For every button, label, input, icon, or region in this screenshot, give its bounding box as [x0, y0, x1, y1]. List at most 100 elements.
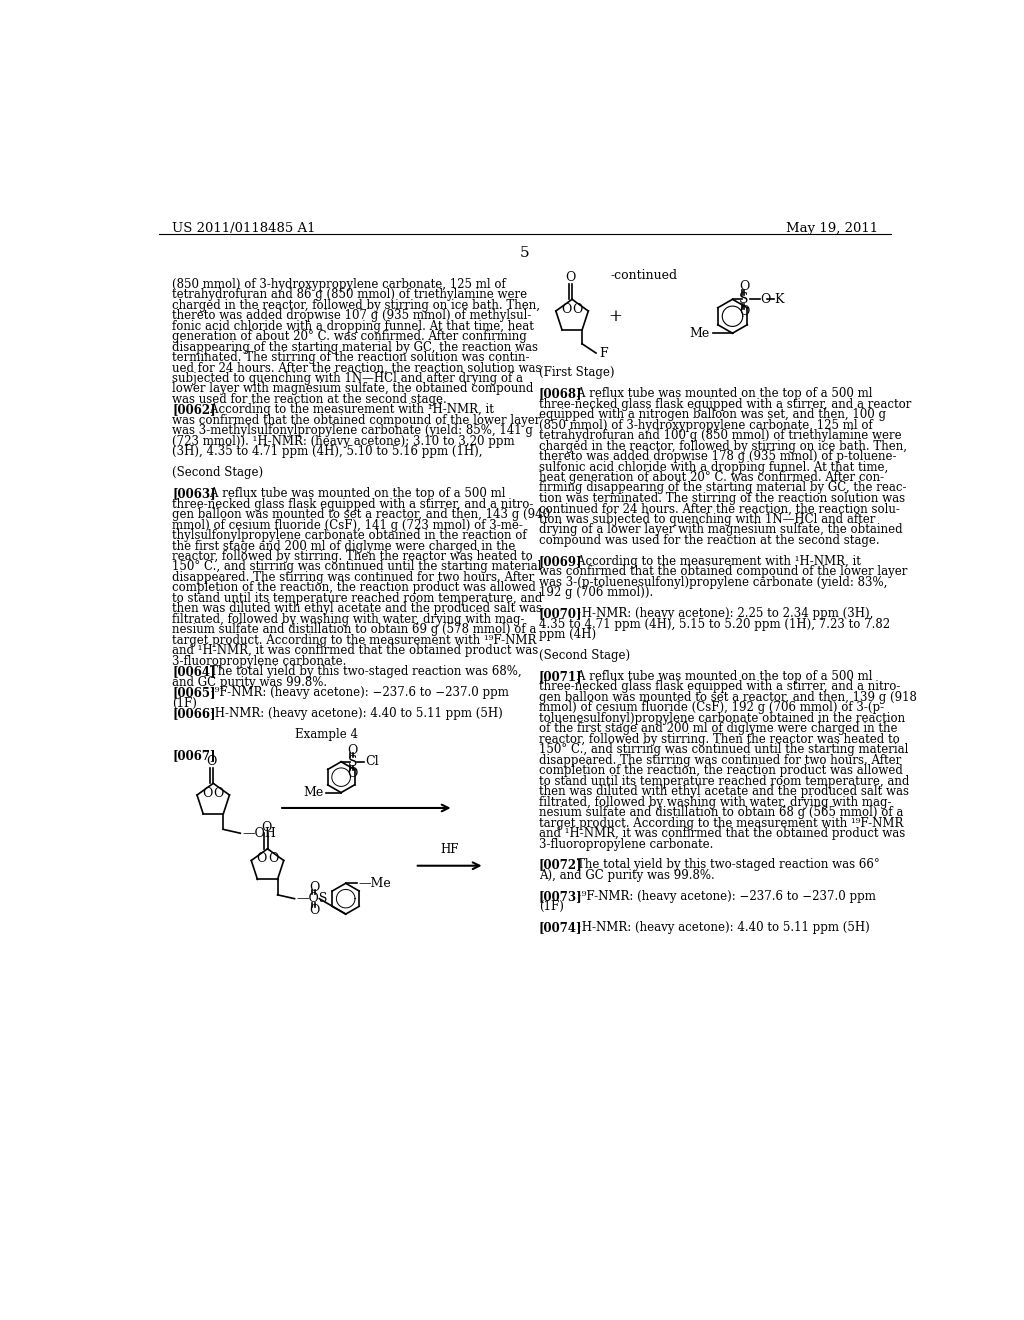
- Text: The total yield by this two-staged reaction was 66°: The total yield by this two-staged react…: [562, 858, 880, 871]
- Text: 150° C., and stirring was continued until the starting material: 150° C., and stirring was continued unti…: [172, 561, 542, 573]
- Text: filtrated, followed by washing with water, drying with mag-: filtrated, followed by washing with wate…: [539, 796, 891, 809]
- Text: A reflux tube was mounted on the top of a 500 ml: A reflux tube was mounted on the top of …: [196, 487, 506, 500]
- Text: and ¹H-NMR, it was confirmed that the obtained product was: and ¹H-NMR, it was confirmed that the ob…: [172, 644, 539, 657]
- Text: 150° C., and stirring was continued until the starting material: 150° C., and stirring was continued unti…: [539, 743, 908, 756]
- Text: O: O: [347, 743, 358, 756]
- Text: (Second Stage): (Second Stage): [539, 649, 630, 663]
- Text: ¹H-NMR: (heavy acetone): 4.40 to 5.11 ppm (5H): ¹H-NMR: (heavy acetone): 4.40 to 5.11 pp…: [196, 708, 503, 721]
- Text: —OS: —OS: [297, 892, 329, 906]
- Text: S: S: [348, 755, 357, 768]
- Text: completion of the reaction, the reaction product was allowed: completion of the reaction, the reaction…: [172, 581, 536, 594]
- Text: O: O: [565, 271, 575, 284]
- Text: Me: Me: [304, 787, 324, 799]
- Text: [0068]: [0068]: [539, 387, 583, 400]
- Text: [0066]: [0066]: [172, 708, 216, 721]
- Text: ¹⁹F-NMR: (heavy acetone): −237.6 to −237.0 ppm: ¹⁹F-NMR: (heavy acetone): −237.6 to −237…: [562, 890, 876, 903]
- Text: was 3-methylsulfonylpropylene carbonate (yield: 85%, 141 g: was 3-methylsulfonylpropylene carbonate …: [172, 424, 534, 437]
- Text: ¹⁹F-NMR: (heavy acetone): −237.6 to −237.0 ppm: ¹⁹F-NMR: (heavy acetone): −237.6 to −237…: [196, 686, 509, 700]
- Text: O: O: [561, 304, 571, 315]
- Text: The total yield by this two-staged reaction was 68%,: The total yield by this two-staged react…: [196, 665, 522, 678]
- Text: drying of a lower layer with magnesium sulfate, the obtained: drying of a lower layer with magnesium s…: [539, 524, 902, 536]
- Text: May 19, 2011: May 19, 2011: [786, 222, 879, 235]
- Text: Example 4: Example 4: [295, 729, 358, 741]
- Text: equipped with a nitrogen balloon was set, and then, 100 g: equipped with a nitrogen balloon was set…: [539, 408, 886, 421]
- Text: O: O: [739, 305, 750, 318]
- Text: tetrahydrofuran and 86 g (850 mmol) of triethylamine were: tetrahydrofuran and 86 g (850 mmol) of t…: [172, 288, 527, 301]
- Text: ued for 24 hours. After the reaction, the reaction solution was: ued for 24 hours. After the reaction, th…: [172, 362, 542, 375]
- Text: of the first stage and 200 ml of diglyme were charged in the: of the first stage and 200 ml of diglyme…: [539, 722, 897, 735]
- Text: —Me: —Me: [358, 876, 391, 890]
- Text: +: +: [608, 308, 622, 325]
- Text: [0067]: [0067]: [172, 748, 216, 762]
- Text: fonic acid chloride with a dropping funnel. At that time, heat: fonic acid chloride with a dropping funn…: [172, 319, 535, 333]
- Text: A reflux tube was mounted on the top of a 500 ml: A reflux tube was mounted on the top of …: [562, 671, 872, 682]
- Text: O: O: [572, 304, 583, 315]
- Text: was confirmed that the obtained compound of the lower layer: was confirmed that the obtained compound…: [172, 414, 541, 426]
- Text: (723 mmol)). ¹H-NMR: (heavy acetone): 3.10 to 3.20 ppm: (723 mmol)). ¹H-NMR: (heavy acetone): 3.…: [172, 434, 515, 447]
- Text: then was diluted with ethyl acetate and the produced salt was: then was diluted with ethyl acetate and …: [539, 785, 908, 799]
- Text: (3H), 4.35 to 4.71 ppm (4H), 5.10 to 5.16 ppm (1H),: (3H), 4.35 to 4.71 ppm (4H), 5.10 to 5.1…: [172, 445, 482, 458]
- Text: was confirmed that the obtained compound of the lower layer: was confirmed that the obtained compound…: [539, 565, 907, 578]
- Text: (850 mmol) of 3-hydroxypropylene carbonate, 125 ml of: (850 mmol) of 3-hydroxypropylene carbona…: [539, 418, 872, 432]
- Text: ¹H-NMR: (heavy acetone): 2.25 to 2.34 ppm (3H),: ¹H-NMR: (heavy acetone): 2.25 to 2.34 pp…: [562, 607, 873, 620]
- Text: disappearing of the starting material by GC, the reaction was: disappearing of the starting material by…: [172, 341, 539, 354]
- Text: A), and GC purity was 99.8%.: A), and GC purity was 99.8%.: [539, 869, 715, 882]
- Text: -continued: -continued: [611, 268, 678, 281]
- Text: compound was used for the reaction at the second stage.: compound was used for the reaction at th…: [539, 533, 880, 546]
- Text: [0073]: [0073]: [539, 890, 583, 903]
- Text: target product. According to the measurement with ¹⁹F-NMR: target product. According to the measure…: [172, 634, 537, 647]
- Text: [0074]: [0074]: [539, 921, 583, 935]
- Text: and GC purity was 99.8%.: and GC purity was 99.8%.: [172, 676, 328, 689]
- Text: three-necked glass flask equipped with a stirrer, and a reactor: three-necked glass flask equipped with a…: [539, 397, 911, 411]
- Text: thylsulfonylpropylene carbonate obtained in the reaction of: thylsulfonylpropylene carbonate obtained…: [172, 529, 526, 543]
- Text: 5: 5: [520, 246, 529, 260]
- Text: 192 g (706 mmol)).: 192 g (706 mmol)).: [539, 586, 653, 599]
- Text: was used for the reaction at the second stage.: was used for the reaction at the second …: [172, 393, 446, 407]
- Text: three-necked glass flask equipped with a stirrer, and a nitro-: three-necked glass flask equipped with a…: [172, 498, 534, 511]
- Text: thereto was added dropwise 178 g (935 mmol) of p-toluene-: thereto was added dropwise 178 g (935 mm…: [539, 450, 896, 463]
- Text: Cl: Cl: [366, 755, 379, 768]
- Text: to stand until its temperature reached room temperature, and: to stand until its temperature reached r…: [539, 775, 909, 788]
- Text: A reflux tube was mounted on the top of a 500 ml: A reflux tube was mounted on the top of …: [562, 387, 872, 400]
- Text: target product. According to the measurement with ¹⁹F-NMR: target product. According to the measure…: [539, 817, 903, 829]
- Text: 3-fluoropropylene carbonate.: 3-fluoropropylene carbonate.: [172, 655, 346, 668]
- Text: charged in the reactor, followed by stirring on ice bath. Then,: charged in the reactor, followed by stir…: [172, 298, 541, 312]
- Text: reactor, followed by stirring. Then the reactor was heated to: reactor, followed by stirring. Then the …: [539, 733, 899, 746]
- Text: gen balloon was mounted to set a reactor, and then, 139 g (918: gen balloon was mounted to set a reactor…: [539, 690, 916, 704]
- Text: 4.35 to 4.71 ppm (4H), 5.15 to 5.20 ppm (1H), 7.23 to 7.82: 4.35 to 4.71 ppm (4H), 5.15 to 5.20 ppm …: [539, 618, 890, 631]
- Text: mmol) of cesium fluoride (CsF), 141 g (723 mmol) of 3-me-: mmol) of cesium fluoride (CsF), 141 g (7…: [172, 519, 523, 532]
- Text: nesium sulfate and distillation to obtain 69 g (578 mmol) of a: nesium sulfate and distillation to obtai…: [172, 623, 537, 636]
- Text: the first stage and 200 ml of diglyme were charged in the: the first stage and 200 ml of diglyme we…: [172, 540, 515, 553]
- Text: (1F): (1F): [172, 697, 197, 710]
- Text: [0065]: [0065]: [172, 686, 216, 700]
- Text: to stand until its temperature reached room temperature, and: to stand until its temperature reached r…: [172, 591, 543, 605]
- Text: terminated. The stirring of the reaction solution was contin-: terminated. The stirring of the reaction…: [172, 351, 529, 364]
- Text: firming disappearing of the starting material by GC, the reac-: firming disappearing of the starting mat…: [539, 482, 906, 495]
- Text: S: S: [739, 292, 749, 306]
- Text: completion of the reaction, the reaction product was allowed: completion of the reaction, the reaction…: [539, 764, 902, 777]
- Text: [0064]: [0064]: [172, 665, 216, 678]
- Text: subjected to quenching with 1N—HCl and after drying of a: subjected to quenching with 1N—HCl and a…: [172, 372, 523, 385]
- Text: lower layer with magnesium sulfate, the obtained compound: lower layer with magnesium sulfate, the …: [172, 383, 534, 396]
- Text: continued for 24 hours. After the reaction, the reaction solu-: continued for 24 hours. After the reacti…: [539, 503, 900, 515]
- Text: disappeared. The stirring was continued for two hours. After: disappeared. The stirring was continued …: [172, 572, 535, 583]
- Text: tion was subjected to quenching with 1N—HCl and after: tion was subjected to quenching with 1N—…: [539, 513, 876, 525]
- Text: was 3-(p-toluenesulfonyl)propylene carbonate (yield: 83%,: was 3-(p-toluenesulfonyl)propylene carbo…: [539, 576, 887, 589]
- Text: —OH: —OH: [243, 826, 276, 840]
- Text: [0062]: [0062]: [172, 404, 216, 416]
- Text: ¹H-NMR: (heavy acetone): 4.40 to 5.11 ppm (5H): ¹H-NMR: (heavy acetone): 4.40 to 5.11 pp…: [562, 921, 869, 935]
- Text: ppm (4H): ppm (4H): [539, 628, 596, 642]
- Text: charged in the reactor, followed by stirring on ice bath. Then,: charged in the reactor, followed by stir…: [539, 440, 906, 453]
- Text: O: O: [739, 280, 750, 293]
- Text: generation of about 20° C. was confirmed. After confirming: generation of about 20° C. was confirmed…: [172, 330, 527, 343]
- Text: then was diluted with ethyl acetate and the produced salt was: then was diluted with ethyl acetate and …: [172, 602, 542, 615]
- Text: O: O: [268, 853, 279, 866]
- Text: (Second Stage): (Second Stage): [172, 466, 263, 479]
- Text: O: O: [309, 904, 319, 916]
- Text: tetrahydrofuran and 100 g (850 mmol) of triethylamine were: tetrahydrofuran and 100 g (850 mmol) of …: [539, 429, 901, 442]
- Text: O: O: [257, 853, 267, 866]
- Text: O: O: [761, 293, 771, 306]
- Text: [0072]: [0072]: [539, 858, 583, 871]
- Text: [0070]: [0070]: [539, 607, 583, 620]
- Text: O: O: [203, 787, 213, 800]
